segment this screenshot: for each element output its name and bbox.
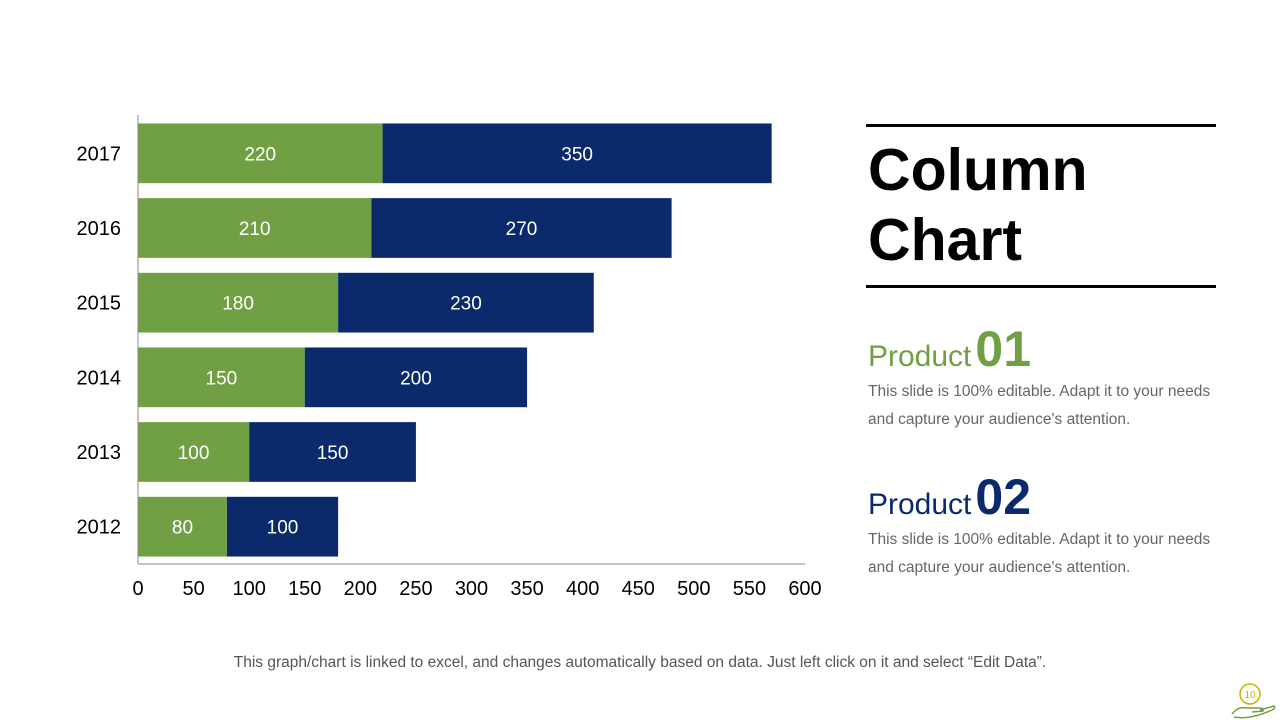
- x-tick-label-350: 350: [510, 578, 543, 600]
- data-label-2016-series-1: 210: [239, 219, 271, 240]
- y-tick-label-2017: 2017: [77, 143, 122, 165]
- product-01-number: 01: [975, 321, 1032, 377]
- data-label-2017-series-2: 350: [561, 144, 593, 165]
- title-top-rule: [866, 124, 1216, 127]
- product-01-block: Product01 This slide is 100% editable. A…: [868, 320, 1222, 434]
- data-label-2017-series-1: 220: [244, 144, 276, 165]
- footer-note: This graph/chart is linked to excel, and…: [233, 654, 1047, 671]
- x-tick-label-450: 450: [622, 578, 655, 600]
- data-label-2014-series-1: 150: [206, 368, 238, 389]
- page-title: Column Chart: [868, 135, 1222, 275]
- y-tick-label-2013: 2013: [77, 442, 122, 464]
- y-tick-label-2014: 2014: [77, 367, 122, 389]
- page-number: 10: [1244, 690, 1256, 701]
- product-02-heading: Product02: [868, 468, 1222, 526]
- x-tick-label-200: 200: [344, 578, 377, 600]
- x-tick-label-500: 500: [677, 578, 710, 600]
- data-label-2012-series-2: 100: [267, 518, 299, 539]
- title-line-2: Chart: [868, 207, 1023, 273]
- product-01-word: Product: [868, 340, 972, 373]
- y-tick-label-2016: 2016: [77, 218, 122, 240]
- stacked-bar-chart: 80 100 100 150 150 200 180 230 210 270 220 350 2012…: [77, 115, 822, 600]
- x-tick-label-50: 50: [182, 578, 204, 600]
- side-panel: Column Chart Product01 This slide is 100…: [866, 124, 1222, 582]
- x-tick-label-150: 150: [288, 578, 321, 600]
- title-bottom-rule: [866, 285, 1216, 288]
- product-02-description: This slide is 100% editable. Adapt it to…: [868, 531, 1211, 576]
- x-tick-label-600: 600: [788, 578, 821, 600]
- bar-2017-series-2: [382, 123, 772, 184]
- page-number-circle-icon: [1239, 683, 1261, 705]
- data-label-2015-series-1: 180: [222, 294, 254, 315]
- product-01-description: This slide is 100% editable. Adapt it to…: [868, 383, 1211, 428]
- bar-2017-series-1: [138, 123, 383, 184]
- x-tick-label-0: 0: [132, 578, 143, 600]
- x-tick-label-300: 300: [455, 578, 488, 600]
- title-line-1: Column: [868, 137, 1088, 203]
- bar-2014-series-1: [138, 347, 305, 408]
- bar-2014-series-2: [304, 347, 528, 408]
- data-label-2013-series-1: 100: [178, 443, 210, 464]
- product-02-word: Product: [868, 488, 972, 521]
- x-tick-label-250: 250: [399, 578, 432, 600]
- bar-2016-series-2: [371, 198, 672, 258]
- bar-2015-series-2: [338, 272, 594, 333]
- y-tick-label-2012: 2012: [77, 517, 122, 539]
- hand-icon: [1231, 705, 1276, 719]
- bar-2012-series-1: [138, 496, 227, 557]
- product-01-heading: Product01: [868, 320, 1222, 378]
- bar-2012-series-2: [226, 496, 339, 557]
- bar-2016-series-1: [138, 198, 372, 258]
- x-tick-label-100: 100: [232, 578, 265, 600]
- product-02-number: 02: [975, 469, 1032, 525]
- data-label-2016-series-2: 270: [506, 219, 538, 240]
- data-label-2013-series-2: 150: [317, 443, 349, 464]
- data-label-2014-series-2: 200: [400, 368, 432, 389]
- bar-2015-series-1: [138, 272, 339, 333]
- x-tick-label-550: 550: [733, 578, 766, 600]
- data-label-2012-series-1: 80: [172, 518, 193, 539]
- data-label-2015-series-2: 230: [450, 294, 482, 315]
- product-02-block: Product02 This slide is 100% editable. A…: [868, 468, 1222, 582]
- x-tick-label-400: 400: [566, 578, 599, 600]
- bar-2013-series-2: [249, 422, 416, 482]
- page-number-badge: 10: [1231, 683, 1276, 719]
- y-tick-label-2015: 2015: [77, 293, 122, 315]
- bar-2013-series-1: [138, 422, 250, 482]
